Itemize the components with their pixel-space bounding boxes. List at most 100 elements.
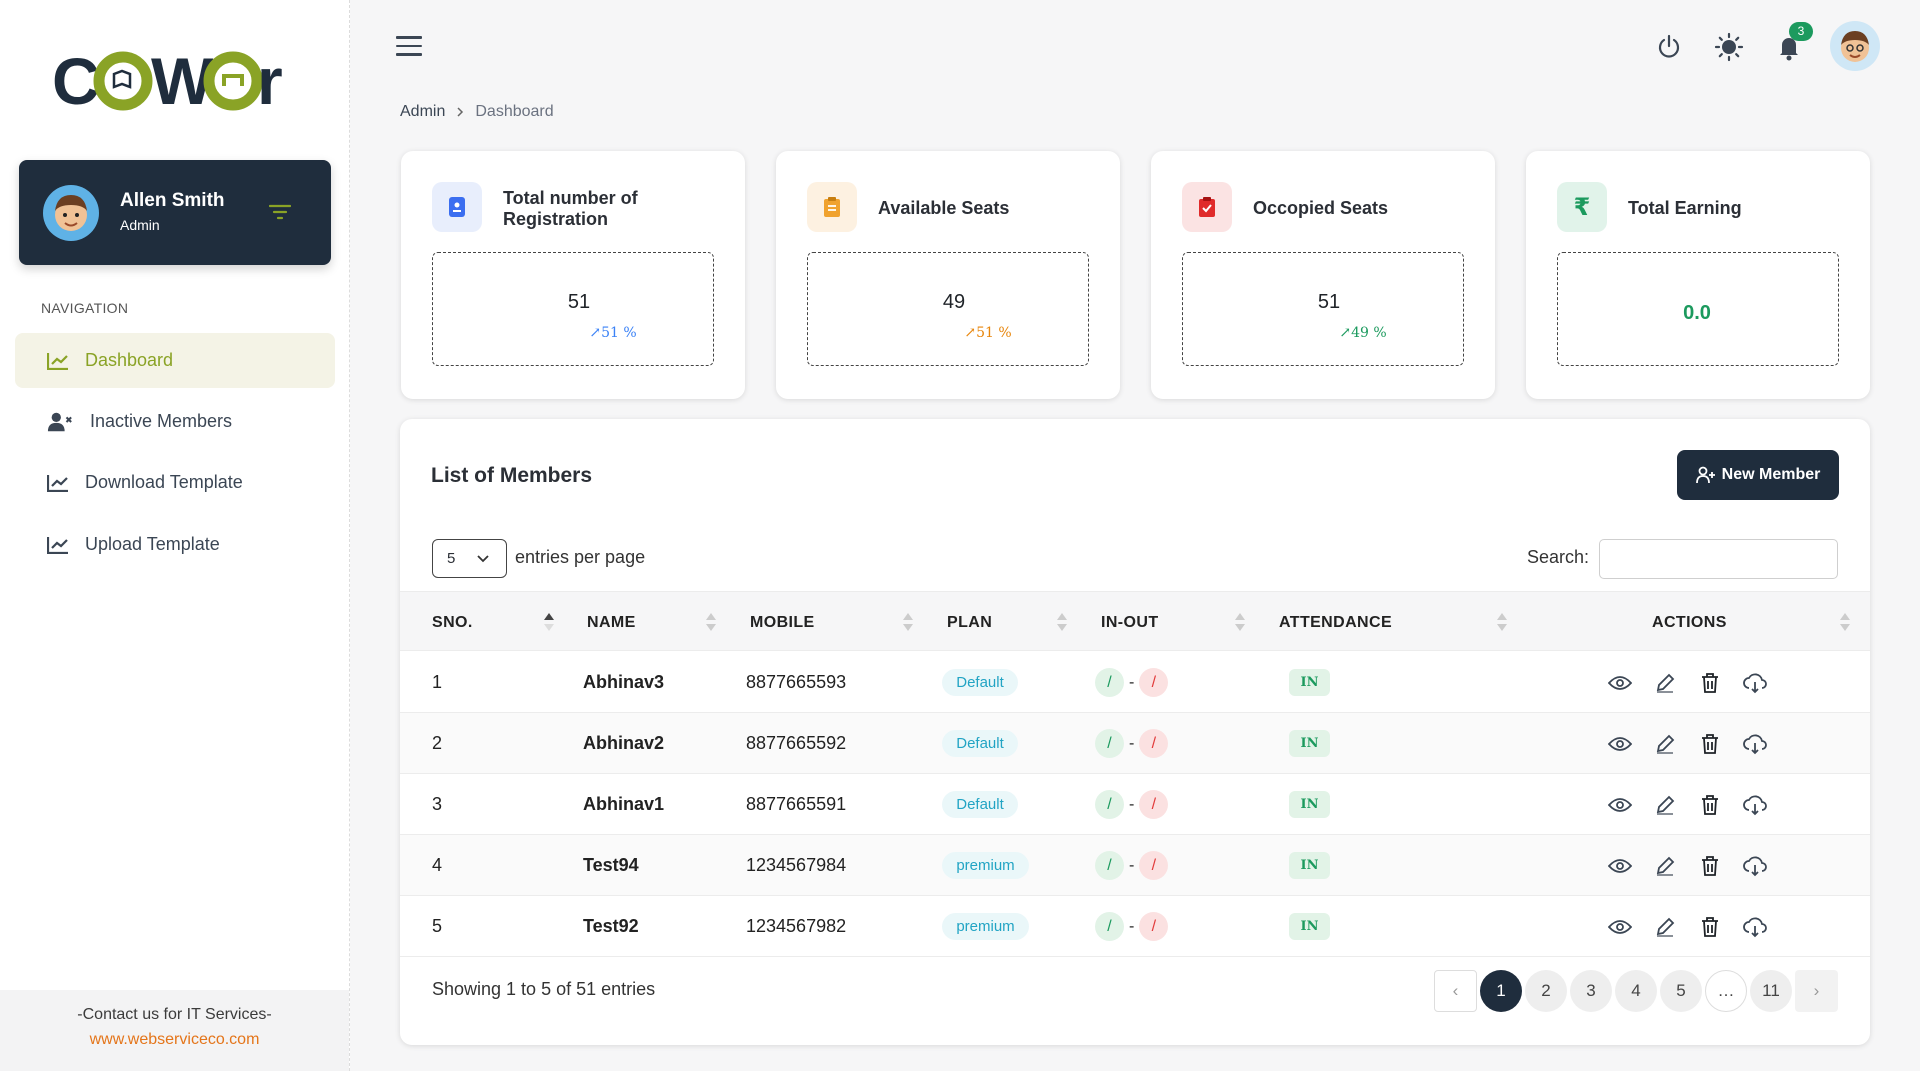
sort-icon[interactable] <box>1234 611 1246 633</box>
menu-toggle-button[interactable] <box>396 36 422 58</box>
cloud-download-icon[interactable] <box>1742 914 1768 940</box>
sort-icon[interactable] <box>1496 611 1508 633</box>
edit-icon[interactable] <box>1652 731 1678 757</box>
stat-title: Occopied Seats <box>1253 198 1389 218</box>
cell-name: Test92 <box>583 916 639 936</box>
cell-name: Abhinav2 <box>583 733 665 753</box>
breadcrumb-root[interactable]: Admin <box>400 103 446 120</box>
next-page-button[interactable]: › <box>1795 970 1838 1012</box>
power-icon[interactable] <box>1654 32 1684 62</box>
edit-icon[interactable] <box>1652 853 1678 879</box>
plan-badge: premium <box>942 913 1029 940</box>
view-icon[interactable] <box>1607 914 1633 940</box>
edit-icon[interactable] <box>1652 914 1678 940</box>
search-input[interactable] <box>1599 539 1838 579</box>
in-time: / <box>1095 729 1124 758</box>
table-row: 2 Abhinav2 8877665592 Default / - / IN <box>400 713 1870 774</box>
sidebar-item-dashboard[interactable]: Dashboard <box>15 333 335 388</box>
sort-asc-icon[interactable] <box>543 611 555 633</box>
stat-value: 0.0 <box>1683 302 1711 324</box>
page-button[interactable]: 5 <box>1660 970 1702 1012</box>
cell-sno: 1 <box>432 672 443 692</box>
cloud-download-icon[interactable] <box>1742 792 1768 818</box>
page-button[interactable]: 4 <box>1615 970 1657 1012</box>
cell-name: Abhinav1 <box>583 794 665 814</box>
breadcrumb: Admin Dashboard <box>400 103 554 121</box>
website-link[interactable]: www.webserviceco.com <box>89 1031 260 1048</box>
prev-page-button[interactable]: ‹ <box>1434 970 1477 1012</box>
delete-icon[interactable] <box>1697 914 1723 940</box>
col-actions[interactable]: ACTIONS <box>1652 614 1727 631</box>
clipboard-icon <box>807 182 857 232</box>
sort-icon[interactable] <box>705 611 717 633</box>
in-out: / - / <box>1095 790 1169 819</box>
edit-icon[interactable] <box>1652 670 1678 696</box>
stat-box <box>1557 252 1839 366</box>
sidebar-item-inactive-members[interactable]: Inactive Members <box>15 394 335 449</box>
user-profile-card[interactable]: Allen Smith Admin <box>19 160 331 265</box>
row-actions <box>1607 792 1768 818</box>
attendance-badge: IN <box>1289 669 1330 696</box>
view-icon[interactable] <box>1607 731 1633 757</box>
cloud-download-icon[interactable] <box>1742 731 1768 757</box>
attendance-badge: IN <box>1289 791 1330 818</box>
cloud-download-icon[interactable] <box>1742 670 1768 696</box>
entries-select[interactable]: 5 <box>432 539 507 578</box>
stat-title: Available Seats <box>878 198 1010 218</box>
stat-title: Total Earning <box>1628 198 1742 218</box>
col-in-out[interactable]: IN-OUT <box>1101 614 1159 631</box>
notification-badge: 3 <box>1789 22 1813 41</box>
col-attendance[interactable]: ATTENDANCE <box>1279 614 1393 631</box>
edit-icon[interactable] <box>1652 792 1678 818</box>
stat-percent: ↗51 % <box>589 325 637 341</box>
delete-icon[interactable] <box>1697 792 1723 818</box>
sun-icon[interactable] <box>1714 32 1744 62</box>
view-icon[interactable] <box>1607 792 1633 818</box>
stat-card-available-seats: Available Seats 49 ↗51 % <box>776 151 1120 399</box>
sidebar: C W r Allen Smith Admin NAVIGATION <box>0 0 350 1071</box>
sort-icon[interactable] <box>902 611 914 633</box>
user-plus-icon <box>1695 466 1715 484</box>
plan-badge: Default <box>942 669 1018 696</box>
members-panel: List of Members New Member 5 entries per… <box>400 419 1870 1045</box>
col-sno[interactable]: SNO. <box>432 614 473 631</box>
col-mobile[interactable]: MOBILE <box>750 614 815 631</box>
new-member-button[interactable]: New Member <box>1677 450 1839 500</box>
stat-percent: ↗51 % <box>964 325 1012 341</box>
sidebar-item-upload-template[interactable]: Upload Template <box>15 517 335 572</box>
cloud-download-icon[interactable] <box>1742 853 1768 879</box>
page-button[interactable]: 3 <box>1570 970 1612 1012</box>
chart-line-icon <box>47 534 73 556</box>
page-button[interactable]: 2 <box>1525 970 1567 1012</box>
row-actions <box>1607 731 1768 757</box>
page-button[interactable]: 11 <box>1750 970 1792 1012</box>
filter-icon[interactable] <box>269 204 291 220</box>
breadcrumb-current: Dashboard <box>475 103 554 120</box>
panel-title: List of Members <box>431 464 593 487</box>
top-user-avatar[interactable] <box>1830 21 1880 71</box>
clipboard-check-icon <box>1182 182 1232 232</box>
delete-icon[interactable] <box>1697 853 1723 879</box>
chevron-down-icon <box>477 555 489 563</box>
bell-icon[interactable] <box>1774 32 1804 62</box>
table-row: 5 Test92 1234567982 premium / - / IN <box>400 896 1870 957</box>
user-role: Admin <box>120 217 160 233</box>
table-header: SNO. NAME MOBILE PLAN IN-OUT ATTENDANCE … <box>400 591 1870 651</box>
col-plan[interactable]: PLAN <box>947 614 993 631</box>
cowor-logo[interactable]: C W r <box>52 42 297 120</box>
view-icon[interactable] <box>1607 670 1633 696</box>
sort-icon[interactable] <box>1056 611 1068 633</box>
col-name[interactable]: NAME <box>587 614 636 631</box>
sidebar-item-download-template[interactable]: Download Template <box>15 455 335 510</box>
page-button[interactable]: 1 <box>1480 970 1522 1012</box>
in-time: / <box>1095 851 1124 880</box>
delete-icon[interactable] <box>1697 670 1723 696</box>
view-icon[interactable] <box>1607 853 1633 879</box>
attendance-badge: IN <box>1289 913 1330 940</box>
sort-icon[interactable] <box>1839 611 1851 633</box>
cell-sno: 5 <box>432 916 443 936</box>
cell-name: Test94 <box>583 855 639 875</box>
delete-icon[interactable] <box>1697 731 1723 757</box>
chart-line-icon <box>47 350 73 372</box>
sidebar-footer: -Contact us for IT Services- www.webserv… <box>0 990 349 1071</box>
